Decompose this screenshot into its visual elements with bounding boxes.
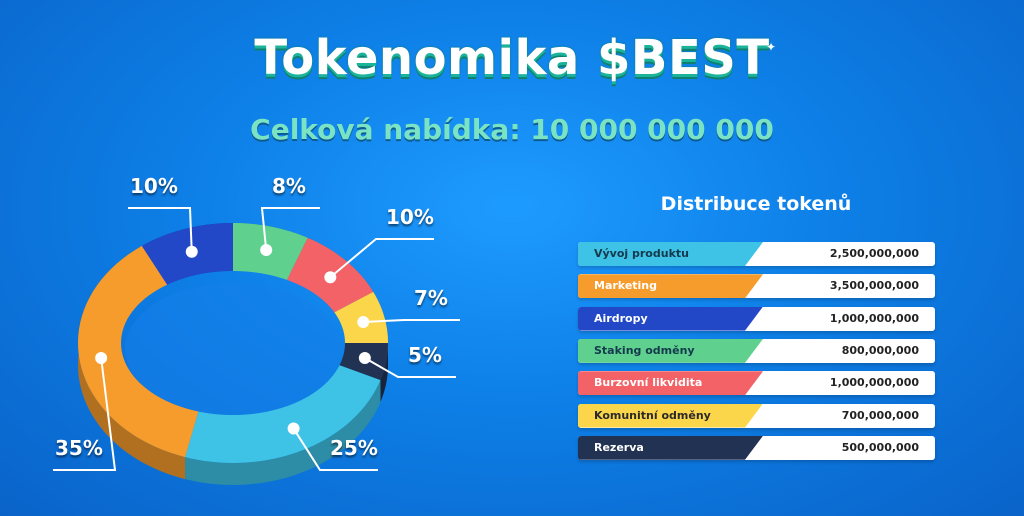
page-title: Tokenomika $BEST <box>254 30 770 86</box>
legend-row: Staking odměny 800,000,000 <box>578 338 935 363</box>
donut-side-v-voj-produktu <box>185 380 381 485</box>
legend-label: Staking odměny <box>578 339 763 363</box>
donut-chart <box>53 207 460 485</box>
leader-dot <box>185 245 198 258</box>
leader-dot <box>95 352 108 365</box>
legend-label: Komunitní odměny <box>578 404 763 428</box>
legend-value: 700,000,000 <box>841 408 919 422</box>
percent-label: 7% <box>414 286 448 310</box>
legend-label: Airdropy <box>578 307 763 331</box>
leader-dot <box>260 244 273 257</box>
legend-value: 1,000,000,000 <box>829 376 919 390</box>
sparkle-icon: ✦ <box>766 40 777 54</box>
legend-value: 1,000,000,000 <box>829 311 919 325</box>
leader-line <box>128 207 193 252</box>
page-subtitle: Celková nabídka: 10 000 000 000 <box>250 113 774 146</box>
legend-row: Marketing 3,500,000,000 <box>578 274 935 299</box>
legend-label: Marketing <box>578 274 763 298</box>
leader-dot <box>324 271 337 284</box>
donut-side-rezerva <box>380 343 388 403</box>
leader-dot <box>357 316 370 329</box>
leader-line <box>364 357 456 378</box>
percent-label: 35% <box>55 436 103 460</box>
leader-dot <box>358 352 371 365</box>
donut-slice-marketing <box>78 245 199 458</box>
leader-dot <box>287 422 300 435</box>
donut-side-marketing <box>78 245 186 480</box>
percent-label: 8% <box>272 174 306 198</box>
legend-row: Rezerva 500,000,000 <box>578 435 935 460</box>
donut-hole <box>125 283 341 415</box>
legend-label: Rezerva <box>578 436 763 460</box>
leader-line <box>363 319 460 324</box>
legend-value: 500,000,000 <box>841 440 919 454</box>
leader-line <box>292 427 378 471</box>
percent-label: 5% <box>408 343 442 367</box>
legend-value: 2,500,000,000 <box>829 247 919 260</box>
donut-slice-v-voj-produktu <box>185 365 381 463</box>
percent-label: 10% <box>130 174 178 198</box>
leader-line <box>329 238 434 279</box>
percent-label: 10% <box>386 205 434 229</box>
legend-value: 3,500,000,000 <box>829 279 919 293</box>
legend-value: 800,000,000 <box>841 343 919 357</box>
legend-row: Airdropy 1,000,000,000 <box>578 306 935 331</box>
legend-title: Distribuce tokenů <box>660 193 852 215</box>
legend-row: Vývoj produktu 2,500,000,000 <box>578 242 935 266</box>
percent-label: 25% <box>330 436 378 460</box>
leader-line <box>260 207 320 251</box>
legend-label: Vývoj produktu <box>578 242 763 266</box>
legend-label: Burzovní likvidita <box>578 371 763 395</box>
leader-line <box>53 357 117 471</box>
legend-row: Komunitní odměny 700,000,000 <box>578 403 935 428</box>
legend-row: Burzovní likvidita 1,000,000,000 <box>578 371 935 396</box>
